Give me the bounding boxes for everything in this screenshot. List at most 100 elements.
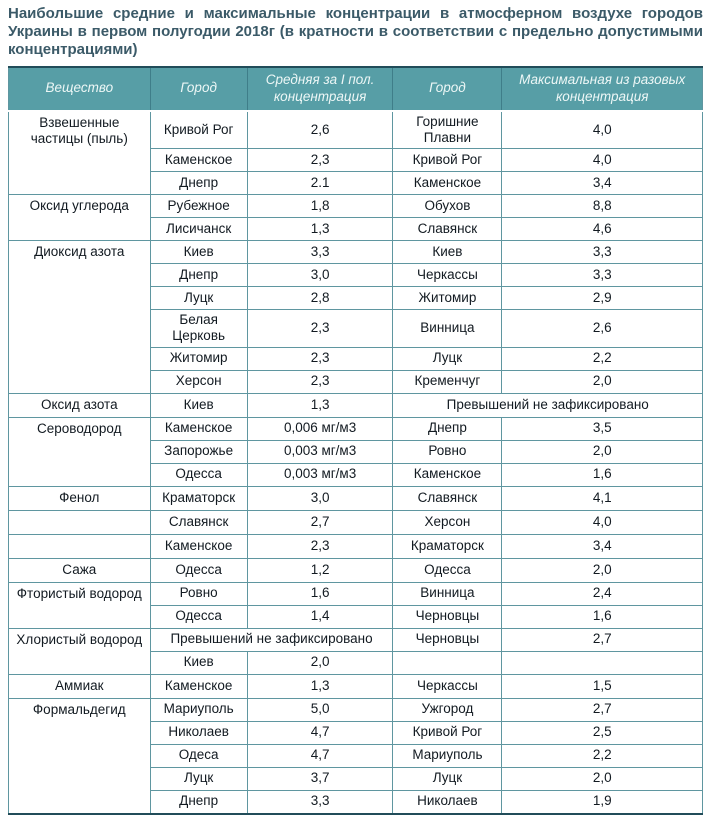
table-row: Фенол Краматорск 3,0 Славянск 4,1 bbox=[8, 485, 703, 511]
table-cell: Днепр bbox=[392, 416, 503, 441]
table-cell: Мариуполь bbox=[392, 743, 503, 768]
table-cell: Каменское bbox=[149, 533, 248, 559]
table-cell: 1,3 bbox=[246, 392, 394, 418]
table-cell: Киев bbox=[149, 240, 248, 265]
table-cell: 2,5 bbox=[501, 720, 703, 745]
table-cell: 2,2 bbox=[501, 346, 703, 371]
table-cell: 1,9 bbox=[501, 789, 703, 814]
table-header: Вещество Город Средняя за I пол. концент… bbox=[8, 67, 703, 112]
substance-cell bbox=[8, 509, 151, 535]
table-cell: 2,9 bbox=[501, 286, 703, 311]
table-cell: 3,3 bbox=[246, 789, 394, 814]
table-cell: 2,3 bbox=[246, 309, 394, 348]
table-cell: Николаев bbox=[149, 720, 248, 745]
table-cell: Каменское bbox=[149, 416, 248, 441]
table-row: Одеса 4,7 Мариуполь 2,2 bbox=[9, 743, 703, 768]
table-row: Аммиак Каменское 1,3 Черкассы 1,5 bbox=[8, 673, 703, 699]
table-row: Славянск 2,7 Херсон 4,0 bbox=[8, 509, 703, 535]
table-cell: 4,0 bbox=[501, 110, 703, 150]
table-cell: Луцк bbox=[149, 766, 248, 791]
table-cell: 2,6 bbox=[246, 110, 394, 150]
table-cell: Обухов bbox=[392, 194, 503, 219]
table-cell: 4,7 bbox=[246, 720, 394, 745]
table-cell: Киев bbox=[149, 392, 248, 418]
table-cell: Херсон bbox=[149, 369, 248, 394]
table-cell: Луцк bbox=[392, 766, 503, 791]
header-max-concentration: Максимальная из разовых концентрация bbox=[501, 67, 703, 112]
table-row: Каменское 2,3 Краматорск 3,4 bbox=[8, 533, 703, 559]
substance-cell: Фтористый водород bbox=[8, 581, 151, 629]
table-row: Лисичанск 1,3 Славянск 4,6 bbox=[9, 217, 703, 242]
table-cell: Запорожье bbox=[149, 439, 248, 464]
table-cell: 3,5 bbox=[501, 416, 703, 441]
table-cell: Славянск bbox=[149, 509, 248, 535]
table-cell: Каменское bbox=[392, 462, 503, 487]
substance-cell bbox=[8, 533, 151, 559]
table-cell: 2,7 bbox=[501, 697, 703, 722]
table-cell: Превышений не зафиксировано bbox=[149, 627, 394, 652]
table-cell: 4,7 bbox=[246, 743, 394, 768]
table-cell: 1,8 bbox=[246, 194, 394, 219]
table-cell: 1,6 bbox=[246, 581, 394, 606]
table-row: Хлористый водород Превышений не зафиксиро… bbox=[8, 627, 703, 675]
table-cell: 8,8 bbox=[501, 194, 703, 219]
table-cell: Кривой Рог bbox=[149, 110, 248, 150]
table-cell: 1,3 bbox=[246, 217, 394, 242]
table-cell: Рубежное bbox=[149, 194, 248, 219]
table-cell: 2,0 bbox=[501, 439, 703, 464]
table-cell: Одесса bbox=[392, 557, 503, 583]
header-row: Вещество Город Средняя за I пол. концент… bbox=[8, 67, 703, 112]
table-cell bbox=[501, 650, 703, 675]
table-cell: Винница bbox=[392, 309, 503, 348]
table-row: Луцк 2,8 Житомир 2,9 bbox=[9, 286, 703, 311]
table-cell: Житомир bbox=[392, 286, 503, 311]
header-avg-concentration: Средняя за I пол. концентрация bbox=[246, 67, 393, 112]
table-row: Взвешенные частицы (пыль) Кривой Рог 2,6 Го… bbox=[8, 110, 703, 196]
table-cell: 5,0 bbox=[246, 697, 394, 722]
concentrations-table: Вещество Город Средняя за I пол. концент… bbox=[8, 66, 703, 815]
table-row: Сероводород Каменское 0,006 мг/м3 Днепр 3,5 bbox=[8, 416, 703, 487]
substance-cell: Сажа bbox=[8, 557, 151, 583]
table-row: Днепр 3,0 Черкассы 3,3 bbox=[9, 263, 703, 288]
substance-cell: Сероводород bbox=[8, 416, 151, 487]
table-cell: 2,3 bbox=[246, 369, 394, 394]
table-cell: 1,4 bbox=[246, 604, 394, 629]
table-cell: 1,6 bbox=[501, 462, 703, 487]
table-cell: 1,6 bbox=[501, 604, 703, 629]
table-cell: 2,0 bbox=[246, 650, 394, 675]
table-cell: 2,0 bbox=[501, 369, 703, 394]
substance-cell: Взвешенные частицы (пыль) bbox=[8, 110, 151, 196]
table-row: Каменское 2,3 Кривой Рог 4,0 bbox=[9, 148, 703, 173]
table-row: Житомир 2,3 Луцк 2,2 bbox=[9, 346, 703, 371]
table-cell: Славянск bbox=[392, 217, 503, 242]
table-cell: 2,0 bbox=[501, 557, 703, 583]
table-cell: Днепр bbox=[149, 263, 248, 288]
table-cell: 2,0 bbox=[501, 766, 703, 791]
table-cell: Житомир bbox=[149, 346, 248, 371]
substance-cell: Фенол bbox=[8, 485, 151, 511]
header-city-max: Город bbox=[392, 67, 502, 112]
table-row: Одесса 1,4 Черновцы 1,6 bbox=[9, 604, 703, 629]
table-cell: Превышений не зафиксировано bbox=[392, 392, 703, 418]
table-row: Киев 2,0 bbox=[9, 650, 703, 675]
substance-cell: Хлористый водород bbox=[8, 627, 151, 675]
table-cell: Николаев bbox=[392, 789, 503, 814]
table-cell: 2,7 bbox=[501, 627, 703, 652]
table-cell: Днепр bbox=[149, 789, 248, 814]
table-cell: Луцк bbox=[149, 286, 248, 311]
page-title: Наибольшие средние и максимальные концен… bbox=[8, 5, 703, 58]
table-cell: Лисичанск bbox=[149, 217, 248, 242]
table-cell: Ровно bbox=[392, 439, 503, 464]
table-cell: Черновцы bbox=[392, 604, 503, 629]
table-row: Сажа Одесса 1,2 Одесса 2,0 bbox=[8, 557, 703, 583]
table-row: Белая Церковь 2,3 Винница 2,6 bbox=[9, 309, 703, 348]
table-cell: Винница bbox=[392, 581, 503, 606]
table-cell: 4,1 bbox=[501, 485, 703, 511]
table-cell: Краматорск bbox=[392, 533, 503, 559]
table-cell: Киев bbox=[149, 650, 248, 675]
table-cell: Днепр bbox=[149, 171, 248, 196]
table-row: Фтористый водород Ровно 1,6 Винница 2,4 bbox=[8, 581, 703, 629]
table-cell: 2,7 bbox=[246, 509, 394, 535]
table-cell: Славянск bbox=[392, 485, 503, 511]
substance-cell: Диоксид азота bbox=[8, 240, 151, 394]
